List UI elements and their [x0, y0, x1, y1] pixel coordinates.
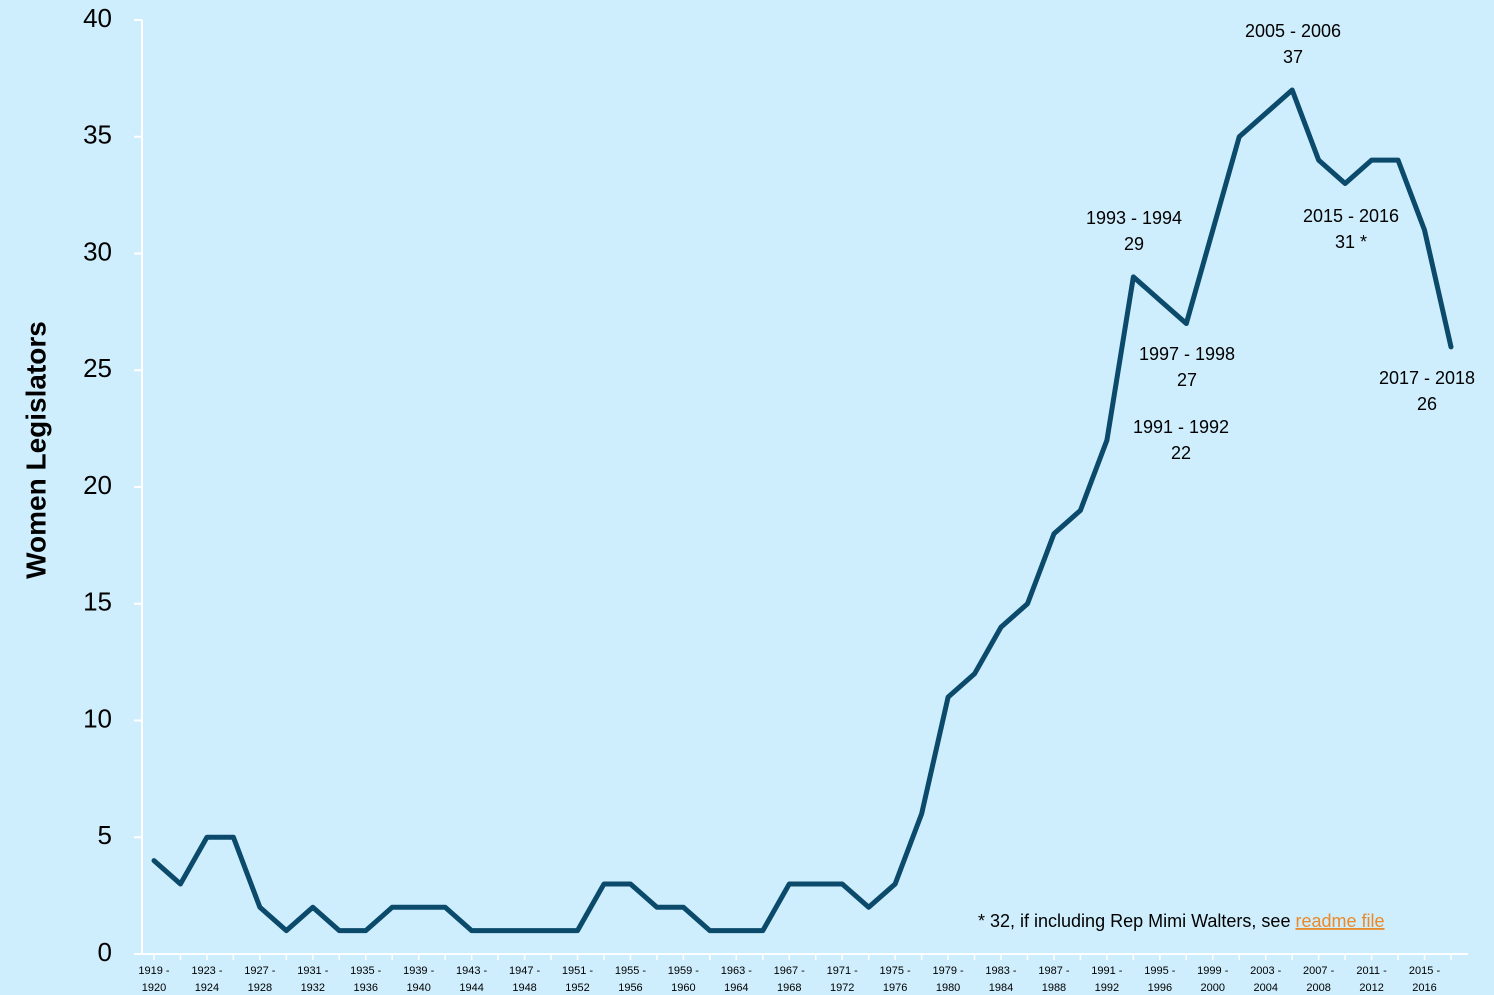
- x-tick-label: 1983 -1984: [985, 965, 1017, 994]
- x-tick-label: 1991 -1992: [1091, 965, 1123, 994]
- y-axis-label: Women Legislators: [20, 321, 51, 579]
- annotation-period: 2015 - 2016: [1303, 206, 1399, 226]
- annotation-period: 2017 - 2018: [1379, 368, 1475, 388]
- x-tick-label: 2003 -2004: [1250, 965, 1282, 994]
- annotation-period: 1993 - 1994: [1086, 208, 1182, 228]
- annotation-value: 29: [1124, 234, 1144, 254]
- annotation-value: 31 *: [1335, 232, 1367, 252]
- annotation-value: 22: [1171, 443, 1191, 463]
- annotation-period: 2005 - 2006: [1245, 21, 1341, 41]
- y-tick-label: 0: [98, 937, 112, 967]
- x-tick-label: 1975 -1976: [880, 965, 912, 994]
- x-tick-label: 1963 -1964: [721, 965, 753, 994]
- footnote: * 32, if including Rep Mimi Walters, see…: [978, 911, 1385, 931]
- x-tick-label: 1935 -1936: [350, 965, 382, 994]
- data-line: [151, 87, 1454, 934]
- readme-link[interactable]: readme file: [1295, 911, 1384, 931]
- x-tick-label: 1943 -1944: [456, 965, 488, 994]
- annotation-value: 37: [1283, 47, 1303, 67]
- y-tick-label: 20: [83, 470, 112, 500]
- x-tick-label: 1971 -1972: [827, 965, 859, 994]
- y-tick-label: 10: [83, 703, 112, 733]
- x-tick-label: 1995 -1996: [1144, 965, 1176, 994]
- annotation-period: 1991 - 1992: [1133, 417, 1229, 437]
- x-tick-label: 1919 -1920: [138, 965, 170, 994]
- y-tick-label: 5: [98, 820, 112, 850]
- y-tick-label: 25: [83, 353, 112, 383]
- x-tick-label: 1939 -1940: [403, 965, 435, 994]
- x-tick-label: 1987 -1988: [1038, 965, 1070, 994]
- annotation-value: 27: [1177, 370, 1197, 390]
- x-tick-label: 2007 -2008: [1303, 965, 1335, 994]
- y-tick-label: 30: [83, 236, 112, 266]
- x-tick-label: 2011 -2012: [1356, 965, 1387, 994]
- x-tick-label: 2015 -2016: [1409, 965, 1441, 994]
- x-tick-label: 1955 -1956: [615, 965, 647, 994]
- x-tick-label: 1927 -1928: [244, 965, 276, 994]
- x-tick-label: 1967 -1968: [774, 965, 806, 994]
- annotation-period: 1997 - 1998: [1139, 344, 1235, 364]
- x-tick-label: 1951 -1952: [562, 965, 594, 994]
- y-tick-label: 15: [83, 587, 112, 617]
- x-tick-label: 1923 -1924: [191, 965, 223, 994]
- annotation-value: 26: [1417, 394, 1437, 414]
- footnote-text: * 32, if including Rep Mimi Walters, see: [978, 911, 1290, 931]
- x-tick-label: 1931 -1932: [297, 965, 329, 994]
- x-tick-label: 1959 -1960: [668, 965, 700, 994]
- y-tick-label: 35: [83, 120, 112, 150]
- x-tick-label: 1999 -2000: [1197, 965, 1229, 994]
- x-tick-label: 1979 -1980: [932, 965, 964, 994]
- y-tick-label: 40: [83, 3, 112, 33]
- x-tick-label: 1947 -1948: [509, 965, 541, 994]
